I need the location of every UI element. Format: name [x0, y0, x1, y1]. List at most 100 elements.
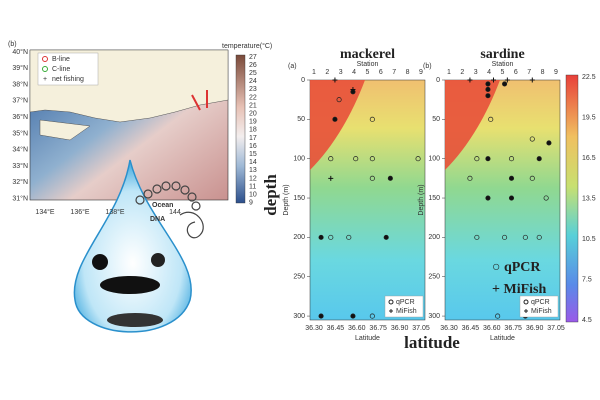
qpcr-marker	[546, 140, 552, 146]
qpcr-marker	[485, 86, 491, 92]
qpcr-marker	[495, 313, 501, 319]
qpcr-marker	[502, 81, 508, 87]
plankton	[92, 254, 108, 270]
station-label: 6	[514, 69, 518, 76]
y-tick-label: 100	[293, 156, 305, 163]
station-label: 5	[501, 69, 505, 76]
station-label: 1	[447, 69, 451, 76]
qpcr-marker	[346, 234, 352, 240]
key-label: + MiFish	[492, 282, 546, 297]
qpcr-marker	[369, 175, 375, 181]
lat-label: 39°N	[12, 64, 28, 72]
axis-title: latitude	[404, 333, 460, 352]
lat-label: 32°N	[12, 178, 28, 186]
lat-label: 34°N	[12, 146, 28, 154]
qpcr-marker	[369, 313, 375, 319]
qpcr-marker	[350, 313, 356, 319]
colorbar-label: 10.5	[582, 236, 596, 243]
station-label: 9	[419, 69, 423, 76]
legend-marker	[523, 299, 529, 305]
axis-title: Station	[492, 61, 514, 68]
colorbar-label: 13.5	[582, 195, 596, 202]
station-label: 7	[527, 69, 531, 76]
qpcr-marker	[543, 195, 549, 201]
station-label: 3	[339, 69, 343, 76]
x-tick-label: 37.05	[547, 325, 565, 332]
colorbar-label: 17	[249, 135, 257, 142]
colorbar-label: 22	[249, 94, 257, 101]
station-label: 2	[325, 69, 329, 76]
legend-marker: +	[43, 76, 47, 83]
x-tick-label: 36.30	[440, 325, 458, 332]
x-tick-label: 36.75	[504, 325, 522, 332]
y-tick-label: 0	[301, 77, 305, 84]
colorbar-label: 14	[249, 159, 257, 166]
legend-box	[519, 295, 559, 318]
axis-title: Depth (m)	[283, 184, 290, 215]
qpcr-marker	[387, 175, 393, 181]
axis-title: Station	[357, 61, 379, 68]
y-tick-label: 150	[428, 195, 440, 202]
lat-label: 38°N	[12, 80, 28, 88]
plankton	[151, 253, 165, 267]
colorbar-label: 18	[249, 127, 257, 134]
mifish-marker	[504, 77, 510, 83]
y-tick-label: 50	[297, 116, 305, 123]
colorbar-label: 20	[249, 111, 257, 118]
colorbar-label: 4.5	[582, 317, 592, 324]
x-tick-label: 36.60	[483, 325, 501, 332]
mifish-marker	[328, 175, 334, 181]
qpcr-marker	[328, 156, 334, 162]
legend-label: MiFish	[396, 308, 417, 315]
y-tick-label: 250	[293, 274, 305, 281]
colorbar-label: 11	[249, 183, 256, 190]
axis-title: depth	[261, 174, 280, 216]
colorbar-label: 12	[249, 175, 257, 182]
colorbar-label: 9	[249, 200, 253, 207]
station-label: 3	[474, 69, 478, 76]
panel-label: (b)	[8, 41, 17, 48]
legend-marker	[388, 299, 394, 305]
panel-title: sardine	[480, 47, 524, 62]
station-label: 8	[406, 69, 410, 76]
station-label: 7	[392, 69, 396, 76]
qpcr-marker	[415, 156, 421, 162]
illustration-text: DNA	[150, 216, 165, 223]
qpcr-marker	[488, 116, 494, 122]
qpcr-marker	[369, 156, 375, 162]
illustration-text: Ocean	[152, 202, 173, 209]
qpcr-marker	[508, 156, 515, 162]
qpcr-marker	[522, 234, 528, 240]
station-label: 4	[352, 69, 356, 76]
lat-label: 35°N	[12, 129, 28, 137]
lat-label: 33°N	[12, 162, 28, 170]
line-marks	[191, 90, 208, 111]
legend-label: net fishing	[52, 76, 84, 83]
qpcr-marker	[536, 156, 542, 162]
colorbar-label: 25	[249, 70, 257, 77]
qpcr-marker	[318, 234, 324, 240]
x-tick-label: 36.45	[327, 325, 345, 332]
y-tick-label: 300	[293, 313, 305, 320]
qpcr-marker	[536, 234, 542, 240]
station-label: 6	[379, 69, 383, 76]
colorbar-label: 16	[249, 143, 257, 150]
colorbar-label: 13	[249, 167, 257, 174]
qpcr-marker	[529, 136, 535, 142]
axis-title: Latitude	[490, 335, 515, 342]
y-tick-label: 300	[428, 313, 440, 320]
mifish-marker	[350, 86, 356, 92]
colorbar-label: 15	[249, 151, 257, 158]
legend-marker	[42, 66, 48, 72]
qpcr-marker	[467, 175, 473, 181]
colorbar-label: 27	[249, 54, 257, 61]
qpcr-marker	[474, 234, 480, 240]
lat-label: 31°N	[12, 195, 28, 203]
x-tick-label: 36.30	[305, 325, 323, 332]
x-tick-label: 36.90	[391, 325, 409, 332]
qpcr-marker	[485, 81, 491, 87]
y-tick-label: 150	[293, 195, 305, 202]
dna-chain	[135, 181, 204, 239]
legend-label: MiFish	[531, 308, 552, 315]
